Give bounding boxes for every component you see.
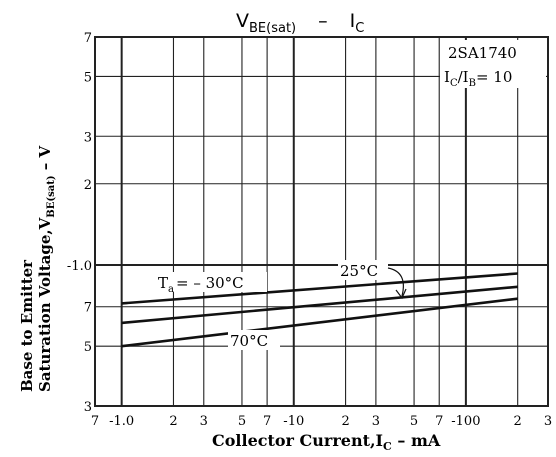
y-tick-label: 7 [84,301,92,316]
y-tick-label: 3 [84,130,92,145]
x-axis-label: Collector Current,IC – mA [212,431,441,453]
x-tick-label: 2 [514,414,522,429]
x-tick-label: 3 [372,414,380,429]
x-tick-label: 2 [169,414,177,429]
series-line-0 [121,272,518,305]
series-line-2 [121,297,518,348]
series-line-1 [121,285,518,325]
x-tick-label: 3 [544,414,552,429]
t25-label-background [338,260,388,280]
series-label-70: 70°C [230,332,268,350]
x-tick-label: 2 [341,414,349,429]
plot-frame [94,36,549,407]
leader-line-25 [387,267,404,297]
condition-label: IC/IB= 10 [444,68,512,89]
x-tick-label: -10 [283,414,304,429]
chart-title: VBE(sat) – IC [236,10,364,36]
grid [94,36,549,407]
y-tick-label: 3 [84,400,92,415]
x-tick-label: -100 [451,414,480,429]
x-tick-label: 7 [91,414,99,429]
series-layer [121,272,518,348]
y-tick-label: 2 [84,178,92,193]
y-tick-label: 5 [84,340,92,355]
series-label-25: 25°C [340,262,378,280]
leader-arrow-25 [395,288,407,300]
device-label: 2SA1740 [448,44,517,62]
t70-label-background [228,330,280,350]
ta-label-background [155,272,267,292]
annotation-background [440,40,546,88]
y-axis-label-line2: Saturation Voltage,VBE(sat) – V [36,146,57,392]
y-tick-label: 5 [84,70,92,85]
y-tick-label: 7 [84,31,92,46]
y-tick-label: -1.0 [67,259,92,274]
series-label-minus30: Ta = – 30°C [158,274,244,295]
y-axis-label: Base to Emitter Saturation Voltage,VBE(s… [18,146,57,392]
x-tick-label: 7 [435,414,443,429]
x-tick-label: 7 [263,414,271,429]
x-tick-label: 5 [238,414,246,429]
y-axis-label-line1: Base to Emitter [18,259,36,392]
x-tick-label: 3 [200,414,208,429]
x-tick-label: 5 [410,414,418,429]
x-tick-label: -1.0 [109,414,134,429]
